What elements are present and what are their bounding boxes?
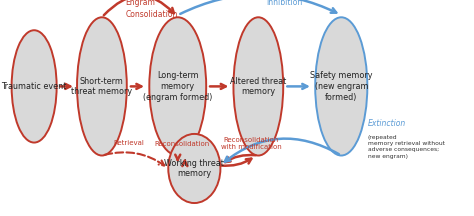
FancyArrowPatch shape <box>60 84 70 89</box>
Text: Working threat
memory: Working threat memory <box>164 159 224 178</box>
Text: Consolidation: Consolidation <box>126 10 178 19</box>
Text: Reconsolidation
with modification: Reconsolidation with modification <box>221 137 282 150</box>
Text: Inhibition: Inhibition <box>266 0 302 7</box>
FancyArrowPatch shape <box>225 155 255 162</box>
Ellipse shape <box>234 17 283 156</box>
FancyArrowPatch shape <box>131 84 141 89</box>
Text: Short-term
threat memory: Short-term threat memory <box>72 76 132 96</box>
Text: Engram: Engram <box>125 0 155 7</box>
FancyArrowPatch shape <box>287 84 307 89</box>
FancyArrowPatch shape <box>182 161 187 166</box>
Text: (repeated
memory retrieval without
adverse consequences;
new engram): (repeated memory retrieval without adver… <box>368 135 445 159</box>
FancyArrowPatch shape <box>221 159 251 166</box>
FancyArrowPatch shape <box>105 152 164 165</box>
Text: Altered threat
memory: Altered threat memory <box>230 76 286 96</box>
Text: Extinction: Extinction <box>368 119 406 128</box>
FancyArrowPatch shape <box>104 0 174 15</box>
Ellipse shape <box>11 30 57 143</box>
FancyArrowPatch shape <box>180 0 336 14</box>
FancyArrowPatch shape <box>175 155 180 160</box>
Text: Safety memory
(new engram
formed): Safety memory (new engram formed) <box>310 71 373 102</box>
Text: Long-term
memory
(engram formed): Long-term memory (engram formed) <box>143 71 212 102</box>
FancyArrowPatch shape <box>210 84 226 89</box>
Ellipse shape <box>77 17 127 156</box>
FancyArrowPatch shape <box>225 139 339 162</box>
Text: Traumatic event: Traumatic event <box>1 82 67 91</box>
Text: Retrieval: Retrieval <box>113 140 145 146</box>
Ellipse shape <box>315 17 367 156</box>
Ellipse shape <box>149 17 206 156</box>
Ellipse shape <box>168 134 220 203</box>
Text: Reconsolidation: Reconsolidation <box>154 141 209 147</box>
